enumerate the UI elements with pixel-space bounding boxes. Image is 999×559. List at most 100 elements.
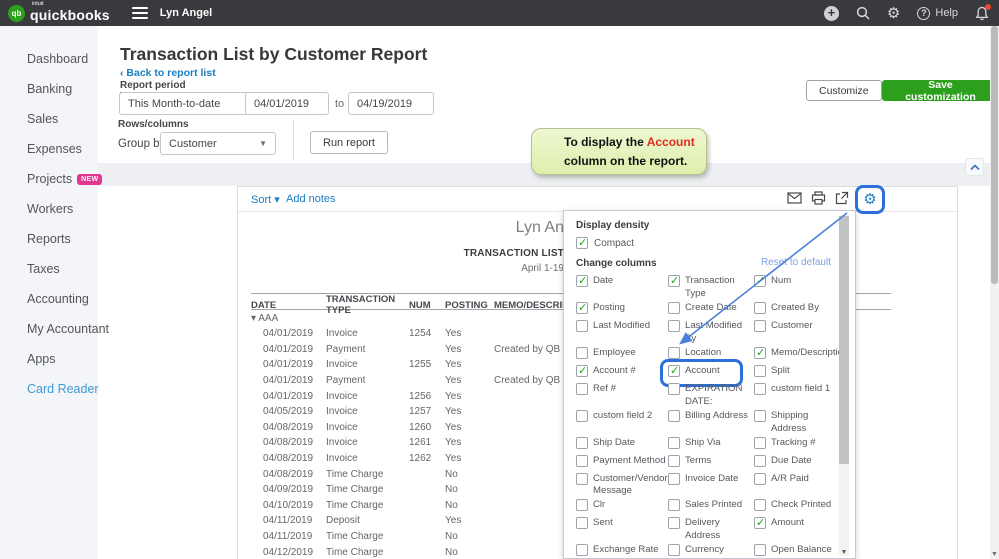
search-button[interactable] <box>856 6 870 20</box>
checkbox[interactable] <box>754 410 766 422</box>
settings-button[interactable]: ⚙ <box>887 4 900 22</box>
sort-menu[interactable]: Sort ▾ <box>251 193 280 206</box>
column-checkbox-item[interactable]: Split <box>754 364 840 382</box>
checkbox[interactable] <box>754 473 766 485</box>
checkbox[interactable] <box>668 347 680 359</box>
help-button[interactable]: ? Help <box>917 7 958 20</box>
sidebar-item[interactable]: Reports <box>0 224 98 254</box>
checkbox[interactable] <box>668 275 680 287</box>
column-checkbox-item[interactable]: Shipping Address <box>754 409 840 436</box>
back-to-report-list-link[interactable]: ‹ Back to report list <box>120 67 216 79</box>
checkbox[interactable] <box>576 237 588 249</box>
checkbox[interactable] <box>668 473 680 485</box>
group-by-select[interactable]: Customer▼ <box>160 132 276 155</box>
column-checkbox-item[interactable]: Last Modified By <box>668 319 754 346</box>
collapse-filters-button[interactable] <box>965 158 984 176</box>
column-checkbox-item[interactable]: Posting <box>576 301 668 319</box>
checkbox[interactable] <box>668 437 680 449</box>
compact-option[interactable]: Compact <box>576 237 634 249</box>
column-checkbox-item[interactable]: Currency <box>668 543 754 559</box>
checkbox[interactable] <box>754 347 766 359</box>
column-checkbox-item[interactable]: A/R Paid <box>754 472 840 499</box>
column-checkbox-item[interactable]: Billing Address <box>668 409 754 436</box>
column-checkbox-item[interactable]: custom field 1 <box>754 382 840 409</box>
checkbox[interactable] <box>754 455 766 467</box>
checkbox[interactable] <box>754 544 766 556</box>
column-checkbox-item[interactable]: Date <box>576 274 668 301</box>
checkbox[interactable] <box>668 320 680 332</box>
checkbox[interactable] <box>576 410 588 422</box>
date-from-input[interactable]: 04/01/2019 <box>245 92 329 115</box>
column-checkbox-item[interactable]: Invoice Date <box>668 472 754 499</box>
column-checkbox-item[interactable]: Customer/Vendor Message <box>576 472 668 499</box>
checkbox[interactable] <box>754 365 766 377</box>
checkbox[interactable] <box>754 320 766 332</box>
scroll-down-arrow-icon[interactable]: ▼ <box>990 551 999 558</box>
sidebar-item[interactable]: Accounting <box>0 284 98 314</box>
sidebar-item[interactable]: Expenses <box>0 134 98 164</box>
panel-scrollbar[interactable]: ▼ <box>839 215 849 556</box>
checkbox[interactable] <box>754 275 766 287</box>
checkbox[interactable] <box>754 499 766 511</box>
column-checkbox-item[interactable]: Account # <box>576 364 668 382</box>
column-checkbox-item[interactable]: Due Date <box>754 454 840 472</box>
customize-button[interactable]: Customize <box>806 80 882 101</box>
checkbox[interactable] <box>668 383 680 395</box>
column-checkbox-item[interactable]: Tracking # <box>754 436 840 454</box>
sidebar-item[interactable]: Banking <box>0 74 98 104</box>
menu-icon[interactable] <box>132 4 148 22</box>
checkbox[interactable] <box>576 455 588 467</box>
sidebar-item[interactable]: Card Reader <box>0 374 98 404</box>
column-checkbox-item[interactable]: Transaction Type <box>668 274 754 301</box>
sidebar-item[interactable]: Taxes <box>0 254 98 284</box>
checkbox[interactable] <box>668 302 680 314</box>
checkbox[interactable] <box>576 437 588 449</box>
sidebar-item[interactable]: Apps <box>0 344 98 374</box>
checkbox[interactable] <box>576 544 588 556</box>
page-scrollbar[interactable]: ▼ <box>990 26 999 559</box>
column-checkbox-item[interactable]: Exchange Rate <box>576 543 668 559</box>
scroll-down-arrow-icon[interactable]: ▼ <box>839 549 849 556</box>
print-icon[interactable] <box>811 191 826 205</box>
sidebar-item[interactable]: Sales <box>0 104 98 134</box>
column-checkbox-item[interactable]: Customer <box>754 319 840 346</box>
page-scrollbar-thumb[interactable] <box>991 26 998 284</box>
checkbox[interactable] <box>576 275 588 287</box>
checkbox[interactable] <box>576 383 588 395</box>
column-checkbox-item[interactable]: Clr <box>576 498 668 516</box>
checkbox[interactable] <box>668 455 680 467</box>
checkbox[interactable] <box>576 517 588 529</box>
column-checkbox-item[interactable]: Amount <box>754 516 840 543</box>
run-report-button[interactable]: Run report <box>310 131 388 154</box>
checkbox[interactable] <box>576 473 588 485</box>
checkbox[interactable] <box>754 437 766 449</box>
date-to-input[interactable]: 04/19/2019 <box>348 92 434 115</box>
column-checkbox-item[interactable]: Open Balance <box>754 543 840 559</box>
quickbooks-logo[interactable]: qb intuit quickbooks <box>8 2 110 24</box>
export-icon[interactable] <box>835 191 849 205</box>
column-checkbox-item[interactable]: Sent <box>576 516 668 543</box>
checkbox[interactable] <box>754 302 766 314</box>
column-checkbox-item[interactable]: Ship Date <box>576 436 668 454</box>
sidebar-item[interactable]: My Accountant <box>0 314 98 344</box>
sidebar-item[interactable]: Dashboard <box>0 44 98 74</box>
save-customization-button[interactable]: Save customization <box>882 80 999 101</box>
report-settings-gear-button[interactable]: ⚙ <box>858 188 882 211</box>
column-checkbox-item[interactable]: Account <box>663 362 740 384</box>
column-checkbox-item[interactable]: Check Printed <box>754 498 840 516</box>
column-checkbox-item[interactable]: Sales Printed <box>668 498 754 516</box>
sidebar-item[interactable]: Workers <box>0 194 98 224</box>
column-checkbox-item[interactable]: Ref # <box>576 382 668 409</box>
column-checkbox-item[interactable]: Payment Method <box>576 454 668 472</box>
column-checkbox-item[interactable]: Last Modified <box>576 319 668 346</box>
checkbox[interactable] <box>668 544 680 556</box>
checkbox[interactable] <box>754 517 766 529</box>
checkbox[interactable] <box>576 320 588 332</box>
add-notes-link[interactable]: Add notes <box>286 193 336 205</box>
column-checkbox-item[interactable]: Memo/Description <box>754 346 840 364</box>
notifications-button[interactable] <box>975 6 989 21</box>
checkbox[interactable] <box>668 410 680 422</box>
create-new-button[interactable]: + <box>824 6 839 21</box>
column-checkbox-item[interactable]: Num <box>754 274 840 301</box>
column-checkbox-item[interactable]: custom field 2 <box>576 409 668 436</box>
